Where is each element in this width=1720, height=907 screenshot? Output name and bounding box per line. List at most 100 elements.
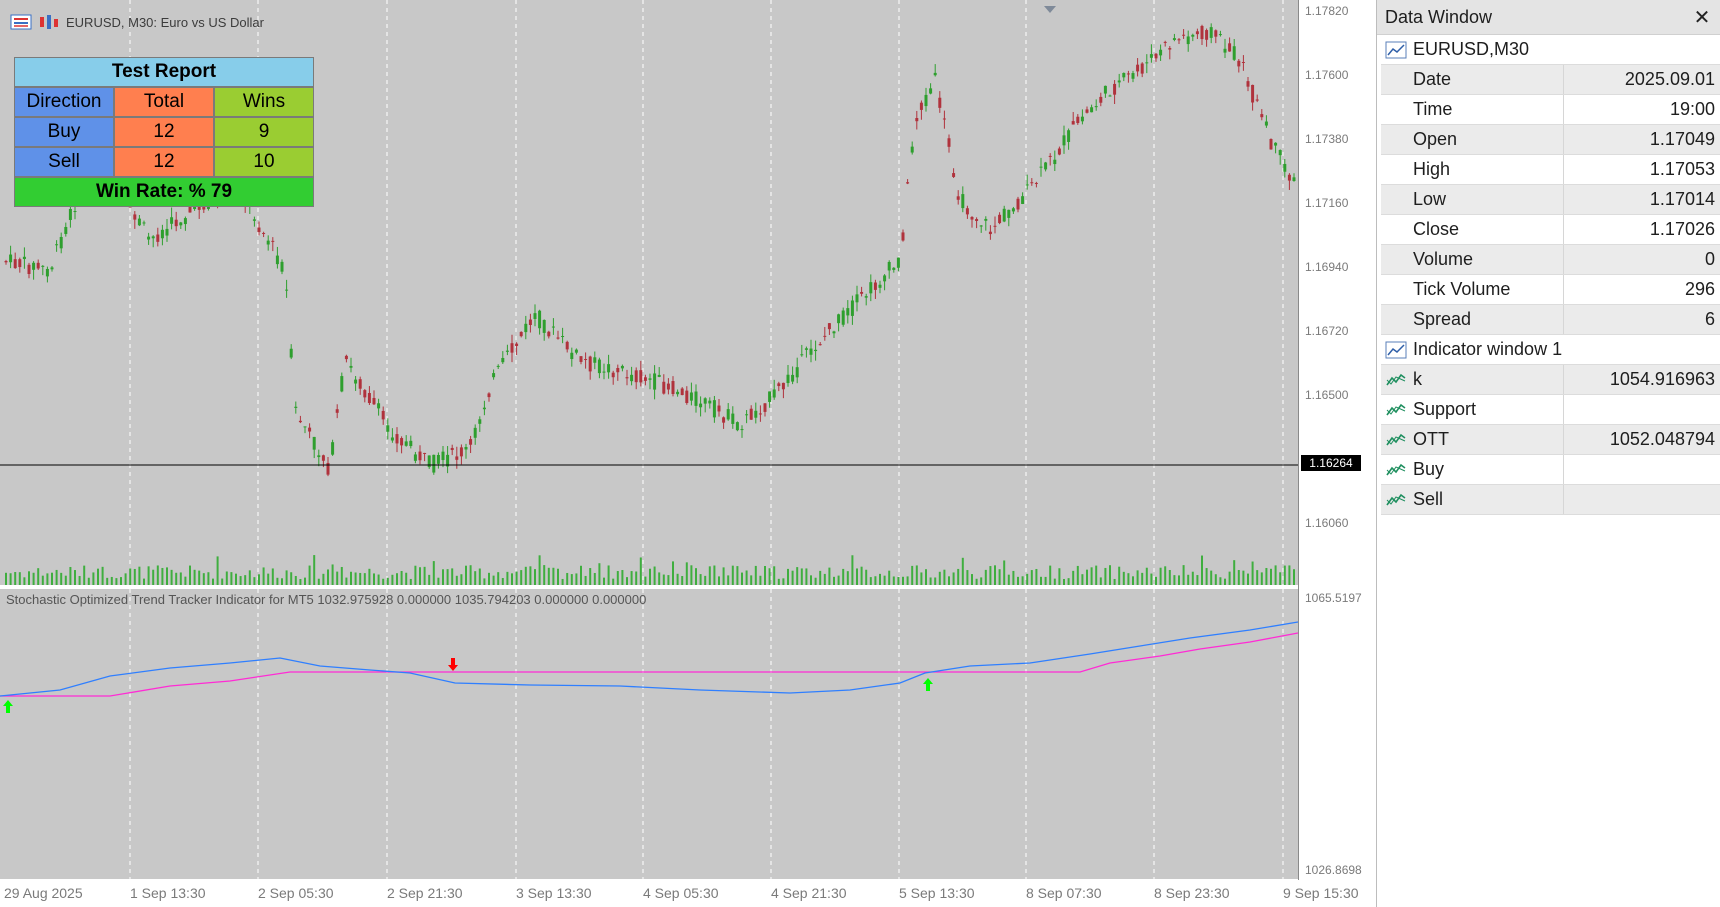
candle-body bbox=[505, 350, 509, 352]
candle-body bbox=[179, 222, 183, 226]
candle-body bbox=[1274, 142, 1278, 146]
row-name: k bbox=[1413, 369, 1422, 389]
candle-body bbox=[579, 356, 583, 362]
candle-body bbox=[988, 231, 992, 235]
candle-body bbox=[147, 236, 151, 240]
time-label: 29 Aug 2025 bbox=[4, 885, 83, 901]
chart-line-icon bbox=[1381, 335, 1411, 364]
row-value bbox=[1563, 455, 1720, 484]
candle-body bbox=[294, 406, 298, 408]
candle-body bbox=[326, 462, 330, 475]
candle-body bbox=[1283, 163, 1287, 172]
chart-area[interactable]: EURUSD, M30: Euro vs US Dollar Stochasti… bbox=[0, 0, 1377, 907]
row-value: 1.17053 bbox=[1563, 155, 1720, 184]
volume-bar bbox=[207, 572, 210, 585]
volume-bar bbox=[1274, 565, 1277, 585]
price-label: 1.17600 bbox=[1305, 68, 1349, 82]
volume-bar bbox=[248, 570, 251, 585]
volume-bar bbox=[9, 573, 12, 585]
volume-bar bbox=[1026, 573, 1029, 585]
volume-bar bbox=[1012, 570, 1015, 585]
time-axis[interactable]: 29 Aug 2025 1 Sep 13:30 2 Sep 05:30 2 Se… bbox=[0, 880, 1376, 907]
row-value: 2025.09.01 bbox=[1563, 65, 1720, 94]
volume-bar bbox=[55, 569, 58, 585]
candle-body bbox=[630, 374, 634, 382]
candle-body bbox=[800, 354, 804, 356]
close-icon[interactable]: ✕ bbox=[1693, 6, 1711, 29]
volume-bar bbox=[860, 566, 863, 585]
volume-bar bbox=[405, 572, 408, 585]
header-direction: Direction bbox=[14, 87, 114, 117]
volume-bar bbox=[741, 572, 743, 585]
candle-body bbox=[1025, 184, 1029, 186]
volume-bar bbox=[354, 572, 357, 585]
volume-bar bbox=[731, 565, 734, 585]
volume-bar bbox=[294, 575, 297, 585]
volume-bar bbox=[1136, 570, 1139, 585]
candle-body bbox=[616, 367, 620, 373]
indicator-line-icon bbox=[1381, 395, 1411, 424]
indicator-pane[interactable] bbox=[0, 589, 1298, 879]
volume-bar bbox=[276, 577, 279, 585]
chart-list-icon[interactable] bbox=[10, 13, 32, 31]
candle-body bbox=[1255, 99, 1259, 101]
candle-body bbox=[1034, 182, 1038, 184]
row-value bbox=[1563, 395, 1720, 424]
candle-body bbox=[321, 455, 325, 461]
candle-body bbox=[869, 282, 873, 294]
candle-body bbox=[1062, 135, 1066, 146]
candle-body bbox=[289, 348, 293, 358]
volume-bar bbox=[718, 576, 720, 585]
volume-bar bbox=[1021, 576, 1024, 585]
candle-body bbox=[446, 454, 450, 467]
volume-bar bbox=[800, 568, 803, 585]
volume-bar bbox=[598, 563, 601, 585]
volume-bar bbox=[971, 574, 973, 585]
volume-bar bbox=[285, 570, 288, 585]
indicator-canvas[interactable] bbox=[0, 589, 1298, 879]
header-total: Total bbox=[114, 87, 214, 117]
volume-bar bbox=[616, 571, 619, 585]
volume-bar bbox=[478, 568, 481, 585]
volume-bar bbox=[557, 568, 559, 585]
indicator-line-icon bbox=[1381, 365, 1411, 394]
volume-bar bbox=[97, 568, 99, 585]
volume-bar bbox=[957, 568, 960, 585]
volume-bar bbox=[869, 577, 872, 585]
candle-body bbox=[1241, 61, 1245, 63]
indicator-group-row[interactable]: Indicator window 1 bbox=[1381, 335, 1720, 365]
volume-bar bbox=[704, 575, 707, 585]
candle-body bbox=[781, 382, 785, 390]
candle-body bbox=[1016, 198, 1020, 210]
chart-bars-icon[interactable] bbox=[38, 13, 60, 31]
indicator-scale-bottom: 1026.8698 bbox=[1305, 863, 1362, 877]
candle-body bbox=[726, 409, 730, 420]
candle-body bbox=[303, 426, 307, 428]
volume-bar bbox=[340, 566, 343, 585]
volume-bar bbox=[658, 572, 661, 585]
price-chart-canvas[interactable] bbox=[0, 0, 1298, 585]
test-report-header-row: Direction Total Wins bbox=[14, 87, 314, 117]
volume-bar bbox=[524, 566, 527, 585]
candle-body bbox=[979, 225, 983, 227]
time-label: 5 Sep 13:30 bbox=[899, 885, 975, 901]
volume-bar bbox=[994, 565, 996, 585]
candle-body bbox=[1182, 34, 1186, 36]
candle-body bbox=[9, 254, 13, 263]
volume-bar bbox=[810, 575, 812, 585]
candle-body bbox=[547, 331, 551, 337]
candle-body bbox=[827, 323, 831, 330]
candle-body bbox=[860, 291, 864, 294]
candle-body bbox=[676, 391, 680, 395]
volume-bar bbox=[497, 572, 500, 585]
volume-bar bbox=[120, 577, 122, 585]
candle-body bbox=[386, 425, 390, 432]
volume-bar bbox=[271, 568, 274, 585]
volume-bar bbox=[667, 575, 670, 585]
price-label: 1.17820 bbox=[1305, 4, 1349, 18]
price-scale[interactable]: 1.17820 1.17600 1.17380 1.17160 1.16940 … bbox=[1298, 0, 1377, 880]
candle-body bbox=[400, 438, 404, 446]
data-window-titlebar[interactable]: Data Window ✕ bbox=[1377, 0, 1720, 35]
volume-bar bbox=[1118, 566, 1121, 585]
symbol-group-row[interactable]: EURUSD,M30 bbox=[1381, 35, 1720, 65]
